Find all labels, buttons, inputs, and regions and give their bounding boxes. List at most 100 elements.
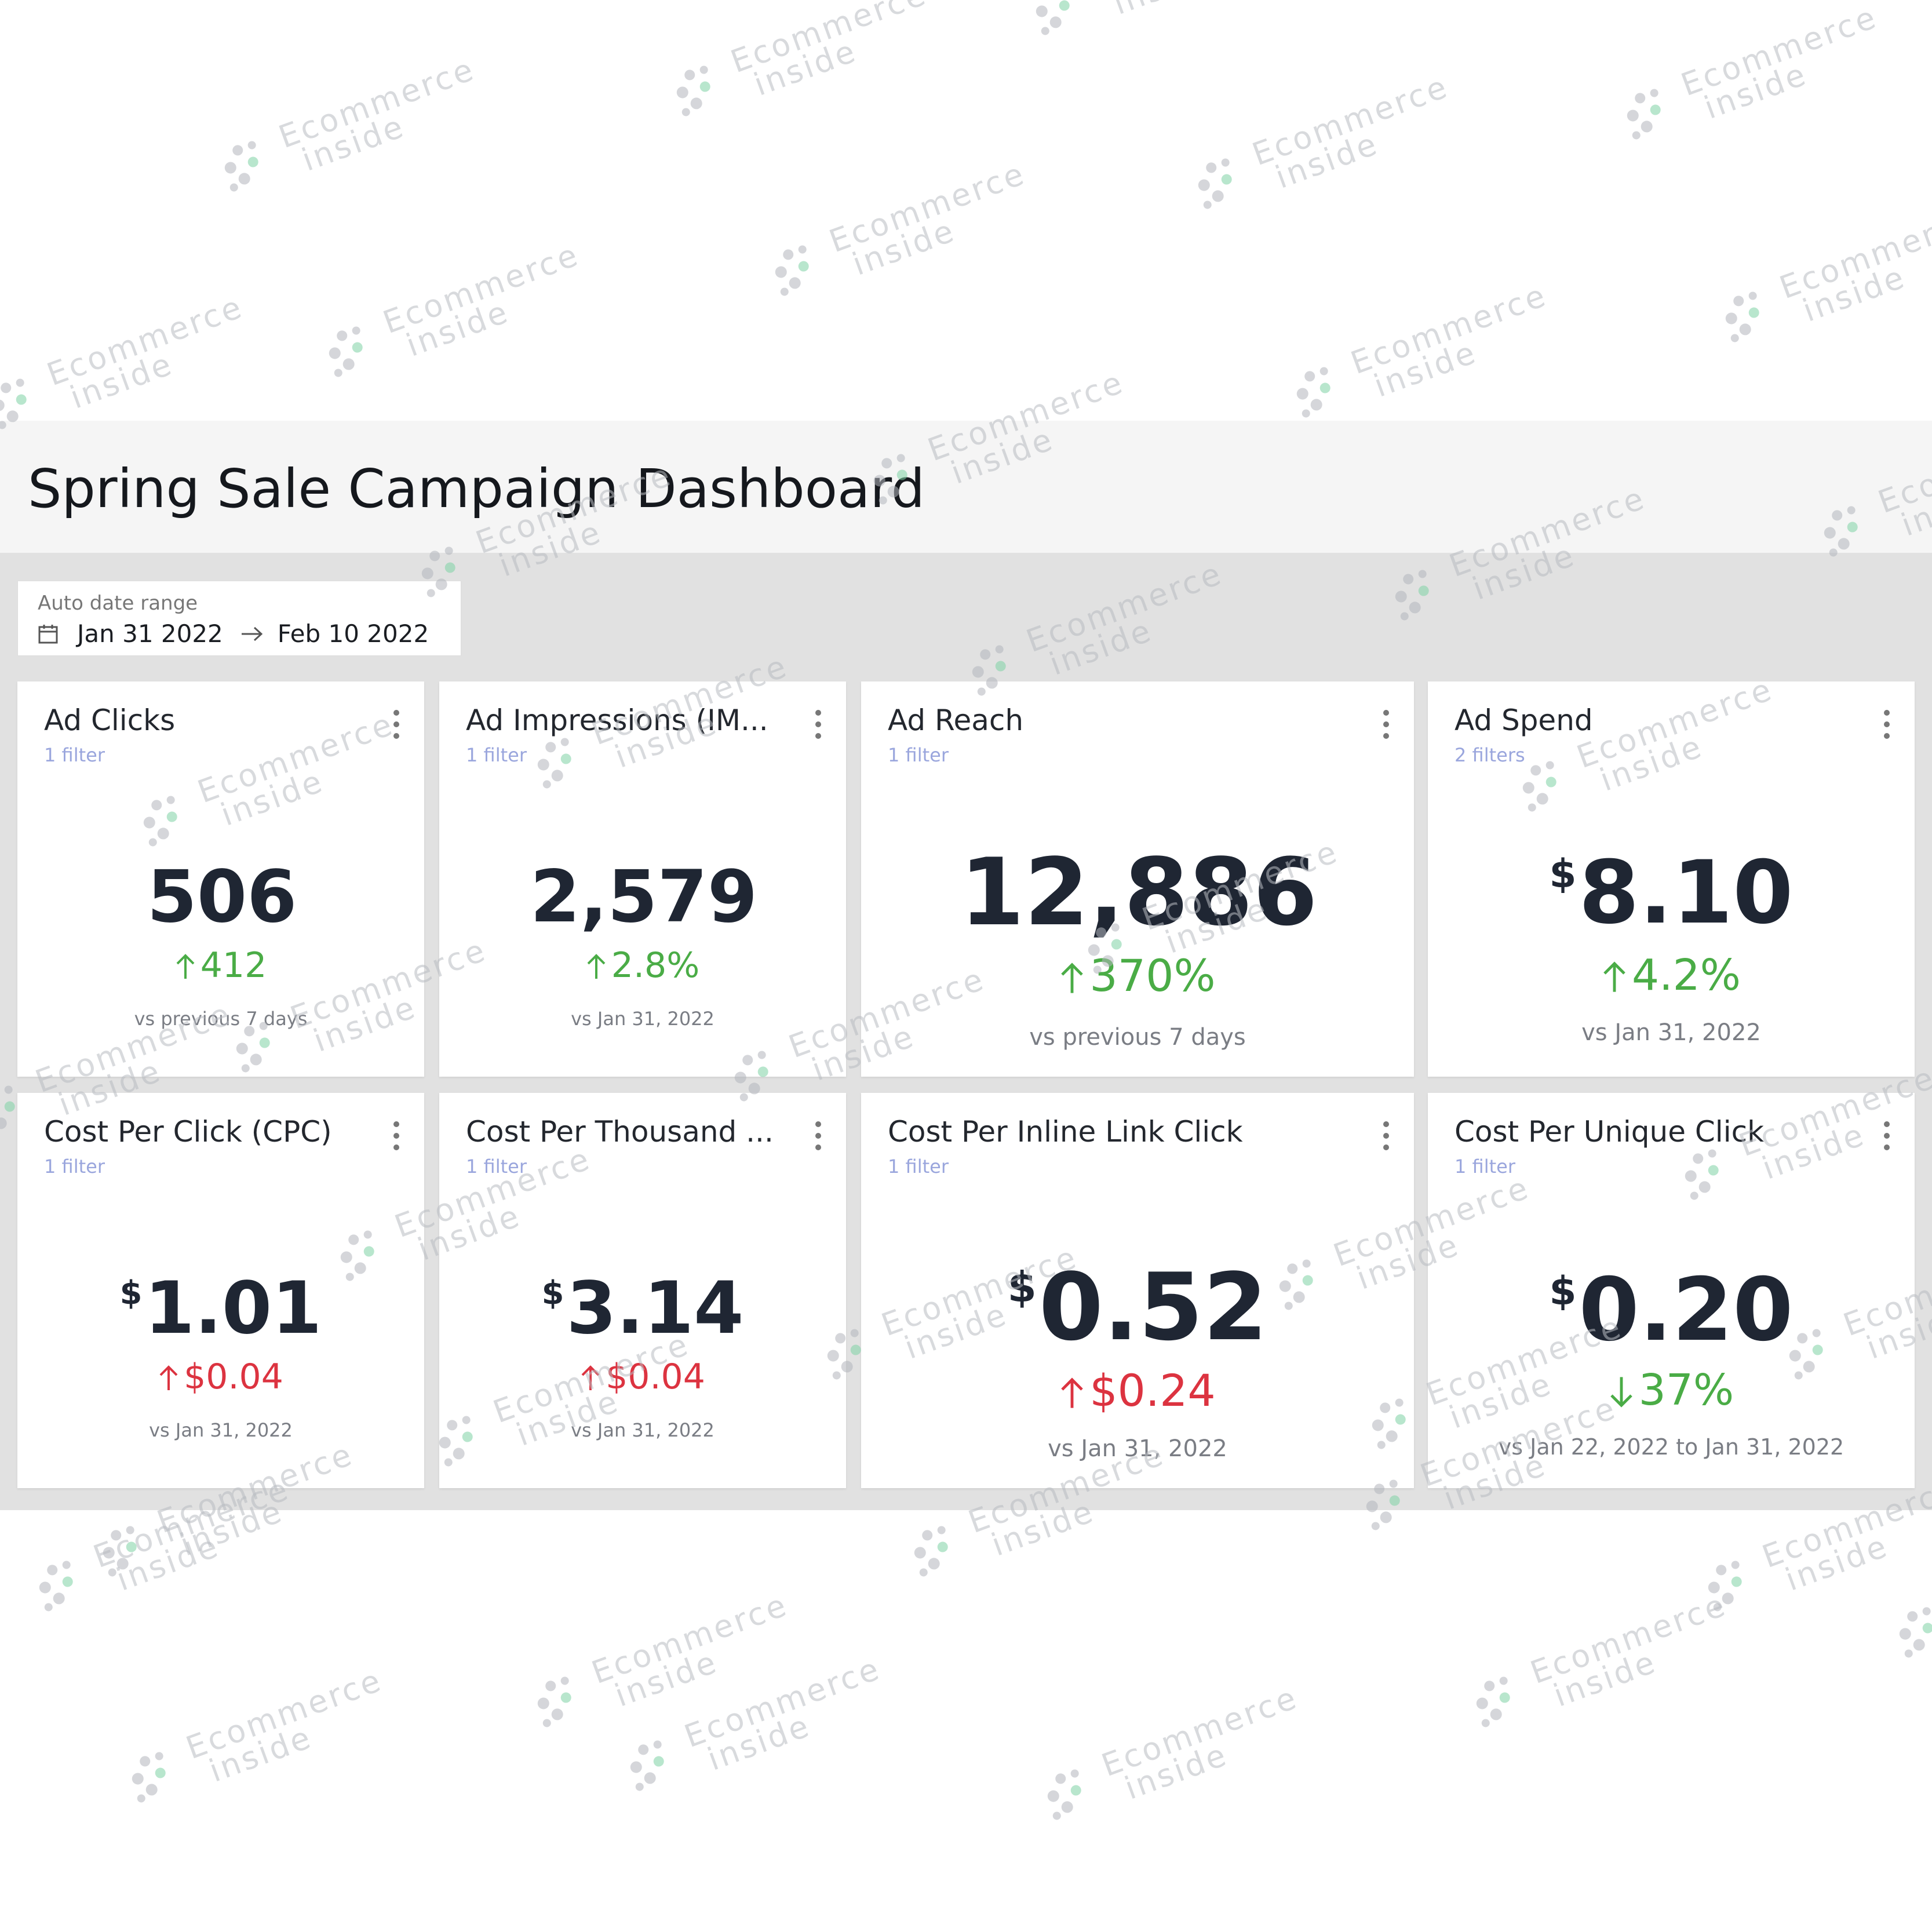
- watermark-text-line2: inside: [749, 32, 862, 103]
- arrow-up-icon: [1061, 963, 1084, 993]
- metric-card-ad-reach[interactable]: Ad Reach 1 filter 12,886 370% vs previou…: [861, 681, 1414, 1077]
- metric-change-value: 4.2%: [1632, 950, 1741, 1000]
- watermark-text-line1: Ecommerce: [1346, 276, 1552, 381]
- metric-card-cost-per-inline-link-click[interactable]: Cost Per Inline Link Click 1 filter $0.5…: [861, 1093, 1414, 1488]
- metric-value: 506: [17, 861, 424, 933]
- metric-card-ad-spend[interactable]: Ad Spend 2 filters $8.10 4.2% vs Jan 31,…: [1428, 681, 1915, 1077]
- watermark-text-line2: inside: [1780, 1527, 1894, 1598]
- metric-change-value: 2.8%: [611, 945, 700, 986]
- metric-change: 370%: [861, 954, 1414, 998]
- watermark-text-line1: Ecommerce: [726, 0, 932, 80]
- more-vertical-icon[interactable]: [1380, 708, 1392, 741]
- watermark-text-line2: inside: [1798, 258, 1911, 329]
- metric-value: $3.14: [439, 1273, 846, 1344]
- date-range-end[interactable]: Feb 10 2022: [277, 619, 429, 648]
- metric-card-ad-impressions[interactable]: Ad Impressions (IM... 1 filter 2,579 2.8…: [439, 681, 846, 1077]
- card-title: Ad Impressions (IM...: [466, 703, 768, 737]
- metric-card-cost-per-unique-click[interactable]: Cost Per Unique Click 1 filter $0.20 37%…: [1428, 1093, 1915, 1488]
- watermark-text-line2: inside: [297, 107, 410, 178]
- watermark-text-line1: Ecommerce: [824, 155, 1030, 260]
- metric-change-value: $0.04: [606, 1357, 705, 1397]
- watermark-logo-icon: [614, 1722, 697, 1806]
- arrow-up-icon: [1603, 961, 1625, 992]
- date-range-values[interactable]: Jan 31 2022 Feb 10 2022: [38, 619, 429, 648]
- card-filter-link[interactable]: 1 filter: [1455, 1155, 1515, 1178]
- arrow-up-icon: [587, 953, 606, 979]
- more-vertical-icon[interactable]: [391, 708, 402, 741]
- date-range-picker[interactable]: Auto date range Jan 31 2022 Feb 10 2022: [17, 581, 461, 656]
- metric-value: 2,579: [439, 861, 846, 933]
- card-filter-link[interactable]: 1 filter: [888, 1155, 949, 1178]
- watermark-logo-icon: [209, 123, 291, 207]
- watermark-text-line1: Ecommerce: [1247, 68, 1453, 173]
- date-range-start[interactable]: Jan 31 2022: [77, 619, 223, 648]
- metric-value: $8.10: [1428, 850, 1915, 936]
- card-title: Ad Reach: [888, 703, 1024, 737]
- currency-symbol: $: [541, 1274, 564, 1312]
- card-filter-link[interactable]: 1 filter: [466, 744, 527, 766]
- metric-card-cost-per-thousand[interactable]: Cost Per Thousand ... 1 filter $3.14 $0.…: [439, 1093, 846, 1488]
- metric-number: 1.01: [144, 1267, 322, 1350]
- more-vertical-icon[interactable]: [812, 1120, 824, 1152]
- metric-change: $0.04: [439, 1359, 846, 1394]
- metric-change-value: 412: [200, 945, 267, 986]
- metric-number: 506: [147, 855, 297, 939]
- watermark-text-line1: Ecommerce: [1676, 0, 1882, 103]
- metric-comparison: vs previous 7 days: [134, 1008, 308, 1030]
- metric-change: $0.24: [861, 1369, 1414, 1413]
- metric-comparison: vs Jan 31, 2022: [149, 1419, 293, 1441]
- more-vertical-icon[interactable]: [1881, 1120, 1893, 1152]
- watermark-text-line1: Ecommerce: [586, 1586, 793, 1691]
- more-vertical-icon[interactable]: [1380, 1120, 1392, 1152]
- watermark-text-line2: inside: [1699, 55, 1813, 126]
- metric-comparison: vs Jan 31, 2022: [571, 1419, 715, 1441]
- watermark-logo-icon: [1031, 1751, 1114, 1835]
- metric-comparison: vs previous 7 days: [1029, 1024, 1246, 1051]
- dashboard-area: Auto date range Jan 31 2022 Feb 10 2022 …: [0, 553, 1932, 1510]
- watermark-text-line2: inside: [1120, 1736, 1233, 1807]
- watermark-text-line2: inside: [610, 1643, 723, 1714]
- metric-value: $0.52: [861, 1261, 1414, 1354]
- metric-card-cost-per-click[interactable]: Cost Per Click (CPC) 1 filter $1.01 $0.0…: [17, 1093, 424, 1488]
- more-vertical-icon[interactable]: [391, 1120, 402, 1152]
- arrow-up-icon: [159, 1365, 178, 1390]
- more-vertical-icon[interactable]: [812, 708, 824, 741]
- watermark-logo-icon: [1182, 140, 1264, 224]
- card-filter-link[interactable]: 1 filter: [44, 744, 105, 766]
- card-filter-link[interactable]: 2 filters: [1455, 744, 1525, 766]
- metric-card-ad-clicks[interactable]: Ad Clicks 1 filter 506 412 vs previous 7…: [17, 681, 424, 1077]
- card-filter-link[interactable]: 1 filter: [888, 744, 949, 766]
- dashboard-header: Spring Sale Campaign Dashboard: [0, 421, 1932, 553]
- watermark-text-line1: Ecommerce: [679, 1650, 885, 1755]
- currency-symbol: $: [1549, 851, 1577, 897]
- metric-change: 2.8%: [439, 948, 846, 983]
- watermark-logo-icon: [661, 48, 743, 132]
- metric-number: 0.20: [1579, 1260, 1794, 1361]
- metric-number: 2,579: [530, 855, 758, 939]
- card-filter-link[interactable]: 1 filter: [466, 1155, 527, 1178]
- watermark-logo-icon: [1020, 0, 1102, 50]
- card-title: Cost Per Click (CPC): [44, 1115, 332, 1149]
- watermark-text-line1: Ecommerce: [1525, 1586, 1731, 1691]
- calendar-icon: [38, 624, 58, 643]
- more-vertical-icon[interactable]: [1881, 708, 1893, 741]
- metric-comparison: vs Jan 22, 2022 to Jan 31, 2022: [1498, 1434, 1844, 1460]
- metric-change: $0.04: [17, 1359, 424, 1394]
- card-filter-link[interactable]: 1 filter: [44, 1155, 105, 1178]
- currency-symbol: $: [1007, 1263, 1037, 1312]
- watermark-text-line2: inside: [1548, 1643, 1662, 1714]
- card-title: Cost Per Inline Link Click: [888, 1115, 1243, 1149]
- arrow-right-icon: [241, 626, 263, 641]
- card-title: Cost Per Unique Click: [1455, 1115, 1765, 1149]
